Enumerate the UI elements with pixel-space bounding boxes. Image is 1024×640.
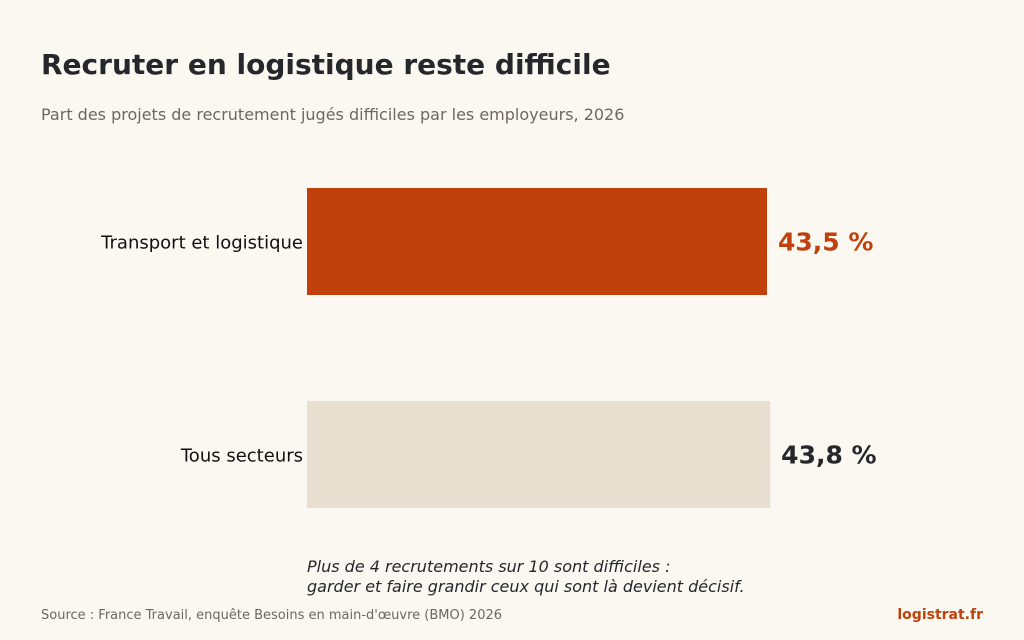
bar-1 — [307, 401, 771, 508]
annotation-line-1: Plus de 4 recrutements sur 10 sont diffi… — [307, 557, 671, 576]
category-label-1: Tous secteurs — [180, 446, 303, 467]
bar-0 — [307, 188, 767, 295]
chart-subtitle: Part des projets de recrutement jugés di… — [41, 105, 625, 124]
annotation-note: Plus de 4 recrutements sur 10 sont diffi… — [307, 557, 745, 597]
category-label-0: Transport et logistique — [100, 233, 303, 254]
annotation-line-2: garder et faire grandir ceux qui sont là… — [307, 577, 745, 596]
brand-link[interactable]: logistrat.fr — [897, 607, 983, 623]
value-label-0: 43,5 % — [778, 228, 873, 257]
source-credit: Source : France Travail, enquête Besoins… — [41, 608, 503, 623]
value-label-1: 43,8 % — [781, 441, 876, 470]
chart-title: Recruter en logistique reste difficile — [41, 48, 611, 81]
